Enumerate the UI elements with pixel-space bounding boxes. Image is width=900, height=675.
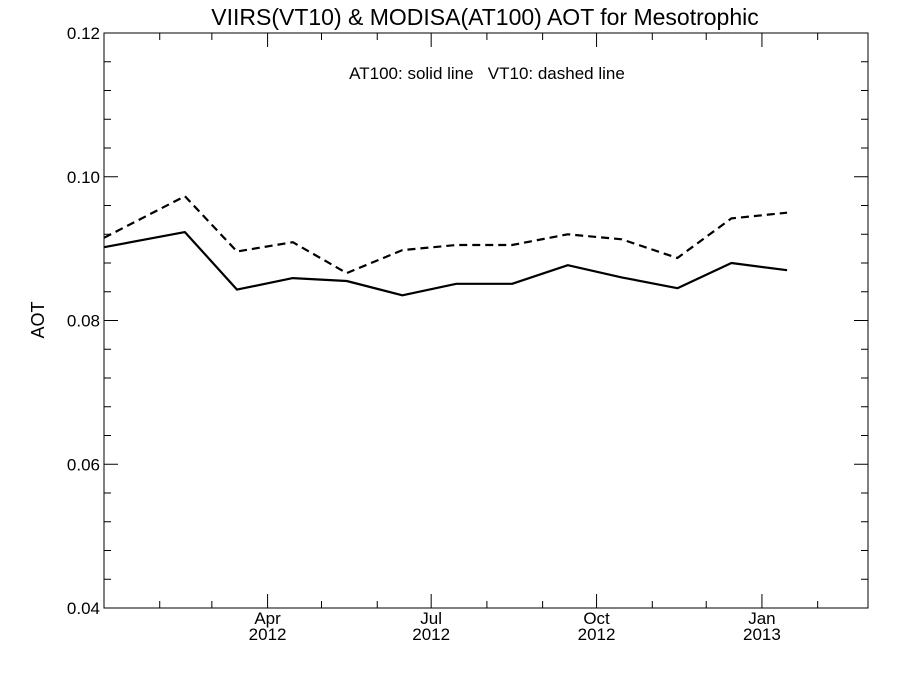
chart-title: VIIRS(VT10) & MODISA(AT100) AOT for Meso… — [211, 4, 758, 30]
y-tick-label: 0.06 — [67, 455, 100, 474]
series-line-vt10 — [103, 195, 788, 275]
series-line-at100 — [103, 231, 788, 297]
y-tick-labels: 0.04 0.06 0.08 0.10 0.12 — [67, 24, 100, 618]
plot-frame — [103, 32, 869, 609]
y-tick-label: 0.04 — [67, 599, 100, 618]
series-lines — [103, 195, 788, 297]
x-tick-month: Apr — [254, 609, 281, 628]
x-tick-year: 2012 — [578, 625, 616, 644]
x-tick-year: 2012 — [249, 625, 287, 644]
x-tick-year: 2013 — [743, 625, 781, 644]
x-tick-year: 2012 — [412, 625, 450, 644]
x-tick-month: Jul — [420, 609, 442, 628]
y-tick-label: 0.08 — [67, 312, 100, 331]
y-tick-label: 0.10 — [67, 168, 100, 187]
y-axis-label: AOT — [28, 301, 48, 338]
y-tick-label: 0.12 — [67, 24, 100, 43]
axis-ticks — [104, 32, 869, 609]
x-tick-month: Jan — [748, 609, 775, 628]
line-style-annotation: AT100: solid line VT10: dashed line — [349, 64, 625, 83]
x-tick-month: Oct — [583, 609, 610, 628]
